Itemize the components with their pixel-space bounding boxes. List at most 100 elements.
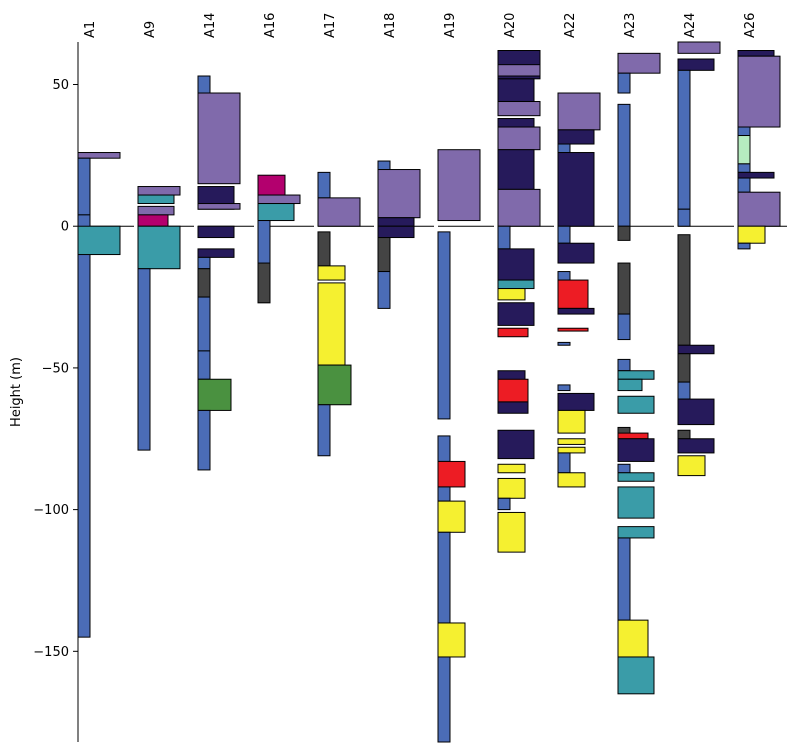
layer-navy [617, 438, 655, 462]
layer-blue [317, 404, 331, 457]
y-axis-title: Height (m) [9, 357, 24, 427]
layer-blue [557, 384, 571, 392]
layer-blue [617, 463, 631, 474]
layer-blue [557, 143, 571, 154]
layer-navy [377, 217, 415, 227]
layer-teal [617, 656, 655, 695]
y-tick-label: 0 [61, 220, 69, 235]
layer-lavender [197, 203, 241, 210]
column-label: A22 [563, 13, 578, 38]
layer-green [317, 364, 352, 406]
layer-blue [437, 656, 451, 743]
layer-blue [497, 497, 511, 511]
layer-blue [737, 177, 751, 193]
layer-red [617, 432, 649, 440]
layer-teal [617, 378, 643, 392]
layer-blue [77, 214, 91, 638]
layer-teal [617, 370, 655, 380]
layer-blue [677, 381, 691, 400]
layer-navy [677, 398, 715, 426]
column-label: A9 [143, 21, 158, 38]
y-tick-label: −100 [33, 503, 69, 518]
layer-navy [497, 248, 535, 281]
layer-navy [497, 118, 535, 128]
layer-yellow [497, 511, 526, 553]
layer-lavender [197, 92, 241, 185]
layer-lavender [497, 188, 541, 227]
layer-navy [497, 429, 535, 460]
layer-lavender [617, 52, 661, 74]
layer-teal [617, 472, 655, 482]
layer-yellow [497, 477, 526, 499]
layer-blue [557, 452, 571, 474]
column-a19: A19 [437, 13, 494, 743]
layer-teal [617, 486, 655, 519]
layer-blue [557, 225, 571, 244]
layer-dark [677, 429, 691, 440]
layer-blue [617, 103, 631, 227]
layer-lavender [497, 101, 541, 117]
layer-blue [377, 160, 391, 171]
column-label: A17 [323, 13, 338, 38]
layer-blue [197, 256, 211, 270]
layer-navy [497, 401, 529, 414]
layer-lavender [137, 205, 175, 216]
layer-navy [557, 242, 595, 264]
column-a18: A18 [377, 13, 434, 309]
y-tick-label: 50 [52, 78, 69, 93]
layer-lavender [257, 194, 301, 205]
layer-yellow [317, 282, 346, 366]
layer-teal [617, 395, 655, 414]
column-label: A26 [743, 13, 758, 38]
layer-yellow [497, 288, 526, 301]
layer-lavender [377, 169, 421, 219]
layer-blue [317, 171, 331, 199]
layer-dark [317, 231, 331, 267]
layer-yellow [437, 622, 466, 658]
layer-yellow [557, 446, 586, 454]
layer-blue [197, 296, 211, 352]
layer-yellow [677, 455, 706, 477]
layer-red [497, 378, 529, 403]
column-label: A16 [263, 13, 278, 38]
layer-teal [77, 225, 121, 256]
layer-yellow [557, 409, 586, 434]
layer-yellow [497, 463, 526, 474]
layer-navy [677, 438, 715, 454]
layer-blue [437, 486, 451, 502]
column-a23: A23 [617, 13, 674, 695]
layer-lavender [317, 197, 361, 227]
layer-yellow [317, 265, 346, 281]
layer-blue [557, 341, 571, 346]
layer-lavender [557, 92, 601, 131]
layer-blue [197, 75, 211, 94]
layer-blue [617, 358, 631, 372]
layer-blue [437, 531, 451, 624]
layer-navy [557, 152, 595, 227]
layer-lavender [497, 126, 541, 151]
column-a16: A16 [257, 13, 314, 304]
column-a17: A17 [317, 13, 374, 457]
column-label: A23 [623, 13, 638, 38]
layer-navy [737, 50, 775, 57]
layer-blue [737, 126, 751, 137]
layer-navy [737, 171, 775, 179]
layer-blue [437, 231, 451, 420]
layer-blue [557, 271, 571, 281]
layer-navy [497, 78, 535, 103]
layer-yellow [617, 619, 649, 658]
column-a22: A22 [557, 13, 614, 488]
column-a9: A9 [137, 21, 194, 451]
layer-blue [437, 435, 451, 462]
layer-lavender [437, 149, 481, 222]
layer-navy [497, 302, 535, 326]
y-tick-label: −150 [33, 645, 69, 660]
layer-dark [377, 237, 391, 273]
layer-blue [677, 69, 691, 210]
column-label: A1 [83, 21, 98, 38]
column-label: A18 [383, 13, 398, 38]
column-a20: A20 [497, 13, 554, 553]
layer-blue [497, 225, 511, 250]
layer-yellow [557, 438, 586, 445]
